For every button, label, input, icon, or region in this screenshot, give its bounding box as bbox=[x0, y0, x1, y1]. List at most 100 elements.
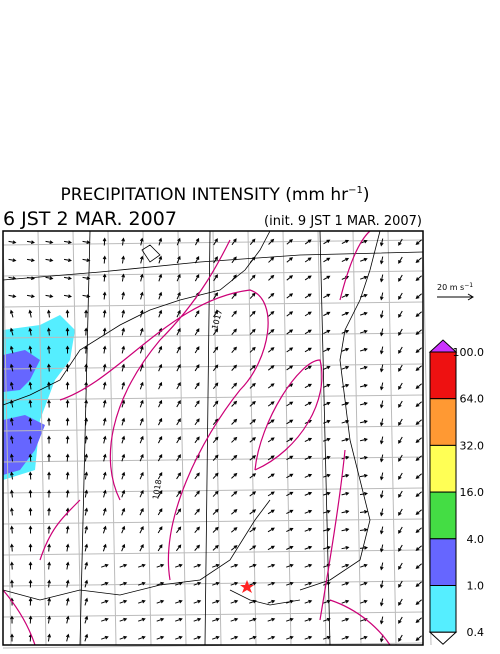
wind-vector bbox=[47, 489, 51, 498]
wind-vector bbox=[304, 455, 313, 460]
wind-vector bbox=[102, 435, 107, 444]
wind-vector bbox=[267, 581, 276, 586]
wind-vector bbox=[398, 580, 403, 588]
wind-vector bbox=[268, 310, 275, 317]
wind-vector bbox=[194, 526, 200, 533]
wind-vector bbox=[193, 599, 202, 604]
wind-vector bbox=[47, 525, 51, 534]
wind-vector bbox=[102, 453, 107, 462]
wind-vector bbox=[304, 365, 312, 371]
vector-legend-arrow bbox=[437, 293, 474, 301]
wind-vector bbox=[249, 328, 256, 335]
wind-vector bbox=[194, 544, 201, 551]
wind-vector bbox=[63, 240, 72, 245]
wind-vector bbox=[231, 418, 238, 425]
colorbar-label: 16.0 bbox=[460, 486, 485, 499]
wind-vector bbox=[323, 329, 331, 335]
wind-vector bbox=[304, 293, 312, 299]
wind-vector bbox=[341, 599, 350, 604]
wind-vector bbox=[286, 473, 294, 479]
wind-vector bbox=[286, 455, 294, 461]
wind-vector bbox=[157, 544, 163, 552]
wind-vector bbox=[231, 346, 237, 353]
wind-vector bbox=[102, 399, 107, 408]
wind-vector bbox=[341, 455, 350, 460]
wind-vector bbox=[379, 490, 384, 499]
wind-vector bbox=[119, 563, 128, 568]
wind-vector bbox=[139, 417, 144, 426]
wind-vector bbox=[267, 635, 276, 640]
wind-vector bbox=[415, 347, 422, 353]
colorbar-label: 32.0 bbox=[460, 439, 485, 452]
wind-vector bbox=[121, 525, 126, 534]
wind-vector bbox=[213, 310, 219, 318]
wind-vector bbox=[415, 455, 422, 461]
wind-vector bbox=[249, 491, 257, 497]
grid-line bbox=[2, 611, 424, 618]
wind-vector bbox=[84, 597, 89, 606]
wind-vector bbox=[193, 563, 202, 568]
wind-vector bbox=[158, 291, 163, 300]
wind-vector bbox=[398, 400, 403, 408]
wind-vector bbox=[47, 435, 51, 444]
wind-vector bbox=[267, 419, 275, 425]
colorbar-bottom bbox=[428, 631, 458, 645]
wind-vector bbox=[121, 381, 126, 390]
wind-vector bbox=[84, 561, 89, 570]
wind-vector bbox=[341, 617, 350, 622]
grid-line bbox=[2, 332, 424, 339]
wind-vector bbox=[138, 599, 146, 604]
wind-vector bbox=[10, 561, 14, 570]
wind-vector bbox=[176, 508, 182, 516]
wind-vector bbox=[415, 581, 422, 587]
wind-vector bbox=[121, 417, 126, 426]
wind-vector bbox=[230, 563, 239, 568]
precip-moderate bbox=[3, 350, 45, 475]
wind-vector bbox=[304, 563, 313, 568]
wind-vector bbox=[341, 563, 350, 568]
wind-vector bbox=[359, 401, 368, 406]
wind-vector bbox=[194, 328, 200, 336]
wind-vector bbox=[194, 273, 200, 282]
wind-vector bbox=[341, 509, 350, 514]
wind-vector bbox=[286, 419, 294, 425]
wind-vector bbox=[398, 472, 403, 480]
wind-vector bbox=[176, 382, 181, 390]
wind-vector bbox=[193, 635, 202, 640]
wind-vector bbox=[323, 617, 331, 622]
wind-vector bbox=[102, 381, 107, 390]
wind-vector bbox=[304, 329, 312, 335]
wind-vector bbox=[175, 635, 183, 640]
wind-vector bbox=[379, 346, 384, 355]
wind-vector bbox=[121, 273, 126, 282]
wind-vector bbox=[304, 617, 313, 622]
wind-vector bbox=[415, 509, 422, 515]
wind-vector bbox=[194, 237, 200, 246]
wind-vector bbox=[359, 473, 368, 478]
wind-vector bbox=[341, 311, 350, 316]
wind-vector bbox=[65, 543, 70, 552]
wind-vector bbox=[304, 545, 313, 550]
coastline bbox=[2, 230, 381, 606]
wind-vector bbox=[47, 417, 51, 426]
wind-vector bbox=[119, 617, 128, 622]
wind-vector bbox=[28, 543, 33, 552]
wind-vector bbox=[230, 527, 238, 533]
wind-vector bbox=[28, 615, 33, 624]
wind-vector bbox=[286, 509, 294, 515]
wind-vector bbox=[379, 598, 384, 607]
lat-lon-grid bbox=[2, 230, 432, 649]
wind-vector bbox=[45, 276, 54, 281]
wind-vector bbox=[119, 581, 128, 586]
wind-vector bbox=[304, 257, 312, 263]
wind-vector bbox=[26, 276, 35, 281]
wind-vector bbox=[231, 310, 237, 318]
wind-vector bbox=[194, 490, 200, 498]
wind-vector bbox=[194, 472, 200, 480]
wind-vector bbox=[158, 381, 163, 390]
wind-vector bbox=[47, 345, 51, 354]
wind-vector bbox=[102, 255, 107, 264]
wind-vector bbox=[379, 472, 384, 481]
wind-vector bbox=[359, 419, 368, 424]
wind-vector bbox=[415, 491, 422, 497]
